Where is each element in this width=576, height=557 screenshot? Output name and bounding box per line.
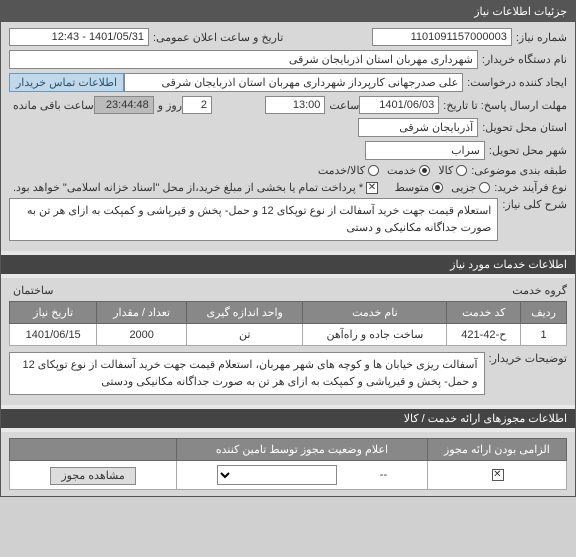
td-declare: --	[177, 461, 428, 490]
th-empty	[10, 439, 177, 461]
fld-city: سراب	[365, 141, 485, 160]
table-header-row: ردیف کد خدمت نام خدمت واحد اندازه گیری ت…	[10, 302, 567, 324]
declare-select[interactable]	[217, 465, 337, 485]
td-view: مشاهده مجوز	[10, 461, 177, 490]
checkbox-treasury[interactable]	[366, 182, 378, 194]
checkbox-mandatory	[492, 469, 504, 481]
fld-province: آذربایجان شرقی	[358, 118, 478, 137]
lbl-desc: شرح کلی نیاز:	[502, 198, 567, 211]
lbl-deadline: مهلت ارسال پاسخ: تا تاریخ:	[443, 99, 567, 112]
radio-medium[interactable]: متوسط	[395, 181, 444, 194]
contact-buyer-button[interactable]: اطلاعات تماس خریدار	[9, 73, 124, 92]
radio-service[interactable]: خدمت	[387, 164, 430, 177]
lbl-note: * پرداخت تمام یا بخشی از مبلغ خرید،از مح…	[13, 181, 363, 194]
declare-dash: --	[380, 469, 387, 481]
radio-both[interactable]: کالا/خدمت	[318, 164, 379, 177]
licenses-header: اطلاعات مجوزهای ارائه خدمت / کالا	[1, 409, 575, 428]
panel-header-main: جزئیات اطلاعات نیاز	[1, 1, 575, 22]
fld-requester: علی صدرجهانی کارپرداز شهرداری مهربان است…	[124, 73, 463, 92]
fld-announce: 1401/05/31 - 12:43	[9, 28, 149, 46]
lbl-building: ساختمان	[13, 284, 53, 297]
licenses-table: الزامی بودن ارائه مجوز اعلام وضعیت مجوز …	[9, 438, 567, 490]
td-name: ساخت جاده و راه‌آهن	[303, 324, 447, 346]
lbl-city: شهر محل تحویل:	[489, 144, 567, 157]
td-code: ح-42-421	[447, 324, 521, 346]
services-table: ردیف کد خدمت نام خدمت واحد اندازه گیری ت…	[9, 301, 567, 346]
td-date: 1401/06/15	[10, 324, 97, 346]
fld-deadline-time: 13:00	[265, 96, 325, 114]
lbl-requester: ایجاد کننده درخواست:	[467, 76, 567, 89]
fld-buyer-notes: آسفالت ریزی خیابان ها و کوچه های شهر مهر…	[9, 352, 485, 395]
lbl-hour: ساعت	[329, 99, 359, 112]
fld-need-no: 1101091157000003	[372, 28, 512, 46]
th-qty: تعداد / مقدار	[97, 302, 187, 324]
radio-minor[interactable]: جزیی	[451, 181, 490, 194]
radio-goods[interactable]: کالا	[438, 164, 467, 177]
th-name: نام خدمت	[303, 302, 447, 324]
table-row: 1 ح-42-421 ساخت جاده و راه‌آهن تن 2000 1…	[10, 324, 567, 346]
lbl-group: گروه خدمت	[512, 284, 567, 297]
td-mandatory	[427, 461, 566, 490]
lbl-day-and: روز و	[158, 99, 182, 112]
th-code: کد خدمت	[447, 302, 521, 324]
lbl-buyer: نام دستگاه خریدار:	[482, 53, 567, 66]
td-unit: تن	[187, 324, 303, 346]
th-date: تاریخ نیاز	[10, 302, 97, 324]
lbl-process: نوع فرآیند خرید:	[494, 181, 567, 194]
th-row: ردیف	[521, 302, 567, 324]
services-header: اطلاعات خدمات مورد نیاز	[1, 255, 575, 274]
th-unit: واحد اندازه گیری	[187, 302, 303, 324]
fld-deadline-date: 1401/06/03	[359, 96, 439, 114]
td-qty: 2000	[97, 324, 187, 346]
lic-header-row: الزامی بودن ارائه مجوز اعلام وضعیت مجوز …	[10, 439, 567, 461]
fld-days: 2	[182, 96, 212, 114]
view-license-button[interactable]: مشاهده مجوز	[50, 467, 135, 485]
lic-row: -- مشاهده مجوز	[10, 461, 567, 490]
th-mandatory: الزامی بودن ارائه مجوز	[427, 439, 566, 461]
th-declare: اعلام وضعیت مجوز توسط تامین کننده	[177, 439, 428, 461]
fld-countdown: 23:44:48	[94, 96, 154, 114]
lbl-province: استان محل تحویل:	[482, 121, 567, 134]
lbl-buyer-notes: توضیحات خریدار:	[489, 352, 567, 365]
td-row: 1	[521, 324, 567, 346]
lbl-need-no: شماره نیاز:	[516, 31, 567, 44]
lbl-remaining: ساعت باقی مانده	[13, 99, 94, 112]
fld-description: استعلام قیمت جهت خرید آسفالت از نوع توپک…	[9, 198, 498, 241]
lbl-announce: تاریخ و ساعت اعلان عمومی:	[153, 31, 283, 44]
lbl-subject: طبقه بندی موضوعی:	[471, 164, 567, 177]
fld-buyer: شهرداری مهربان استان اذربایجان شرقی	[9, 50, 478, 69]
